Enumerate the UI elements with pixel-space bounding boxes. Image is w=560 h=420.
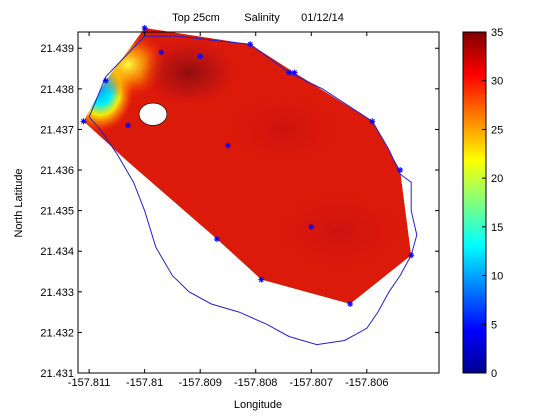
x-axis: -157.811 -157.81 -157.809 -157.808 -157.807-… bbox=[68, 32, 389, 389]
station-marker bbox=[397, 167, 404, 174]
station-marker bbox=[80, 118, 87, 125]
station-markers bbox=[80, 24, 415, 307]
station-marker bbox=[158, 49, 165, 56]
x-tick-label: -157.808 bbox=[234, 377, 277, 389]
station-marker bbox=[308, 223, 315, 230]
colorbar-tick-label: 30 bbox=[491, 76, 503, 88]
colorbar-tick-label: 0 bbox=[491, 368, 497, 380]
station-marker bbox=[369, 118, 376, 125]
station-marker bbox=[224, 142, 231, 149]
x-axis-label: Longitude bbox=[234, 399, 282, 411]
y-axis: 21.431 21.432 21.433 21.434 21.435 21.436 21.4… bbox=[40, 43, 439, 380]
colorbar-tick-label: 10 bbox=[491, 271, 503, 283]
y-tick-label: 21.434 bbox=[40, 246, 74, 258]
colorbar-tick-label: 15 bbox=[491, 222, 503, 234]
salinity-feature bbox=[141, 38, 238, 107]
x-tick-label: -157.809 bbox=[178, 377, 221, 389]
colorbar-tick-label: 20 bbox=[491, 173, 503, 185]
station-marker bbox=[286, 69, 293, 76]
y-tick-label: 21.439 bbox=[40, 43, 74, 55]
y-tick-label: 21.437 bbox=[40, 124, 74, 136]
y-tick-label: 21.433 bbox=[40, 287, 74, 299]
station-marker bbox=[247, 41, 254, 48]
colorbar-tick-label: 25 bbox=[491, 124, 503, 136]
station-marker bbox=[258, 276, 265, 283]
y-axis-label: North Latitude bbox=[13, 168, 25, 237]
station-marker bbox=[347, 300, 354, 307]
y-tick-label: 21.435 bbox=[40, 206, 74, 218]
x-tick-label: -157.811 bbox=[68, 377, 111, 389]
station-marker bbox=[408, 252, 415, 259]
station-marker bbox=[124, 122, 131, 129]
x-tick-label: -157.81 bbox=[126, 377, 163, 389]
plot-frame bbox=[77, 31, 440, 374]
y-tick-label: 21.431 bbox=[40, 368, 74, 380]
colorbar bbox=[462, 31, 487, 374]
x-tick-label: -157.806 bbox=[345, 377, 388, 389]
island-hole bbox=[138, 102, 168, 126]
coastline bbox=[88, 35, 418, 346]
colorbar-tick-label: 5 bbox=[491, 319, 497, 331]
x-tick-label: -157.807 bbox=[290, 377, 333, 389]
salinity-feature bbox=[259, 180, 412, 281]
station-marker bbox=[141, 24, 148, 31]
chart-title: Top 25cm Salinity 01/12/14 bbox=[172, 12, 344, 24]
y-tick-label: 21.438 bbox=[40, 84, 74, 96]
station-marker bbox=[197, 53, 204, 60]
station-marker bbox=[291, 69, 298, 76]
colorbar-tick-label: 35 bbox=[491, 27, 503, 39]
salinity-feature bbox=[213, 84, 354, 175]
colorbar-ticks: 0 5 10 15 20 25 30 35 bbox=[482, 27, 503, 380]
y-tick-label: 21.432 bbox=[40, 327, 74, 339]
y-tick-label: 21.436 bbox=[40, 165, 74, 177]
station-marker bbox=[213, 236, 220, 243]
station-marker bbox=[102, 77, 109, 84]
